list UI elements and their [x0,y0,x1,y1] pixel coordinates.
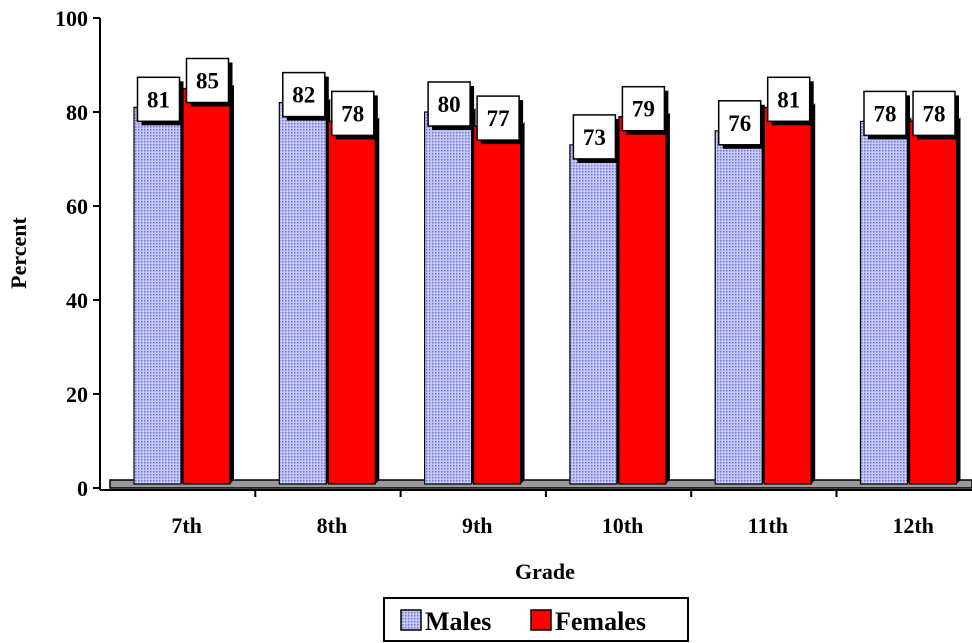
data-label: 76 [728,111,751,136]
y-tick-label: 80 [66,100,88,125]
bar-females [908,120,958,485]
data-label: 78 [341,101,364,126]
data-label-box [136,76,181,123]
x-tick-label: 12th [892,513,934,538]
bars-group [133,84,961,485]
legend-label-males: Males [425,607,491,636]
legend: Males Females [383,597,689,642]
x-tick-label: 7th [171,513,202,538]
bar-females [763,106,812,485]
x-tick-label: 9th [462,513,493,538]
bar-males [569,144,618,485]
data-label: 77 [487,106,510,131]
y-tick-label: 0 [77,476,88,501]
data-label: 78 [874,101,897,126]
bar-males [424,111,473,485]
data-label-box [282,71,326,118]
data-label: 82 [292,83,315,108]
bar-females [182,87,231,485]
legend-swatch-females [530,609,552,631]
data-label-box [766,76,811,123]
data-label-box [427,81,471,127]
data-label-box [331,90,375,137]
bar-depth [375,117,380,485]
data-label-box [572,114,617,160]
bar-depth [665,112,670,484]
data-label-box [476,95,520,141]
bar-females [473,125,522,485]
y-axis-title: Percent [6,217,31,289]
data-label: 78 [923,101,946,126]
x-axis-title: Grade [515,559,575,584]
data-labels-group: 81 85 82 78 80 77 73 79 76 81 78 78 [136,57,959,163]
bar-depth [811,103,816,485]
x-axis-ticks: 7th 8th 9th 10th 11th 12th [171,490,934,538]
legend-swatch-males [400,609,422,631]
y-axis-ticks: 0 20 40 60 80 100 [55,6,100,501]
legend-label-females: Females [555,607,646,636]
bar-depth [230,84,234,484]
y-tick-label: 60 [66,194,88,219]
data-label: 81 [147,87,170,112]
chart-floor [109,479,972,489]
bar-females [618,116,667,485]
data-label: 73 [583,125,606,150]
y-tick-label: 100 [55,6,88,31]
y-tick-label: 20 [66,382,88,407]
data-label: 80 [438,92,461,117]
data-label-box [863,90,907,137]
bar-males [278,101,327,485]
data-label: 79 [632,97,655,122]
bar-males [714,130,763,485]
x-tick-label: 10th [602,513,644,538]
x-tick-label: 8th [317,513,348,538]
bar-males [859,120,909,485]
bar-males [133,106,182,485]
data-label-box [717,100,762,146]
data-label-box [621,85,666,132]
data-label-box [912,90,956,137]
data-label: 85 [196,69,219,94]
data-label-box [185,57,230,104]
y-tick-label: 40 [66,288,88,313]
bar-depth [520,122,525,484]
bar-depth [956,117,961,485]
data-label: 81 [777,87,800,112]
x-tick-label: 11th [748,513,788,538]
bar-females [327,120,376,485]
